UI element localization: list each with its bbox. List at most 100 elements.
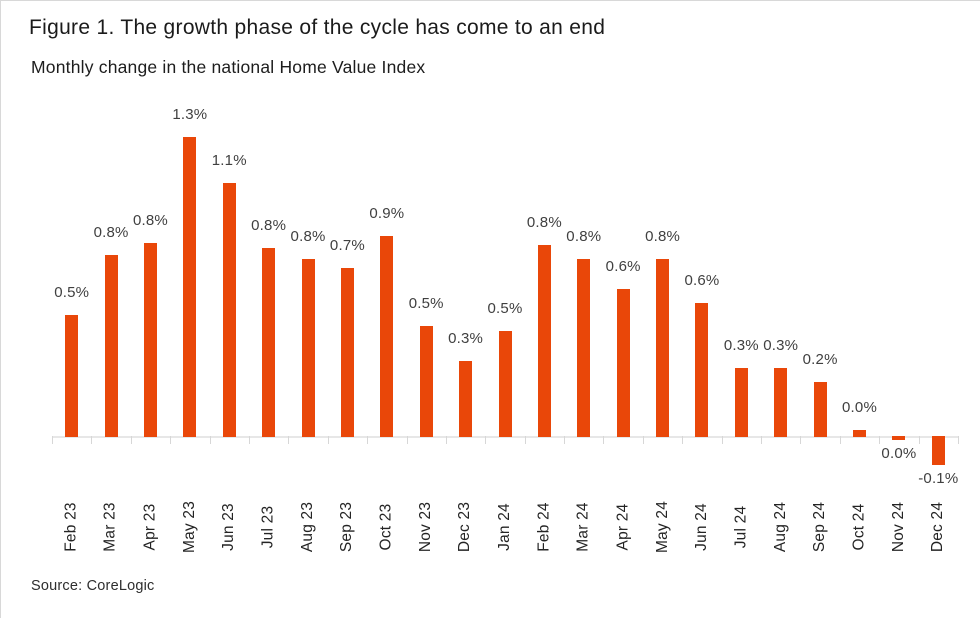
x-axis-label-mar-24: Mar 24	[564, 490, 603, 564]
x-axis-label-text: Dec 24	[929, 501, 947, 553]
x-axis-label-text: Apr 24	[614, 503, 632, 551]
value-label-may-24: 0.8%	[645, 228, 681, 245]
x-axis-tick	[485, 436, 486, 444]
value-label-aug-23: 0.8%	[290, 228, 326, 245]
x-axis-tick	[210, 436, 211, 444]
x-axis-tick	[288, 436, 289, 444]
figure-subtitle: Monthly change in the national Home Valu…	[31, 57, 426, 77]
x-axis-label-sep-24: Sep 24	[800, 490, 839, 564]
value-label-mar-24: 0.8%	[566, 228, 602, 245]
x-axis-label-text: Sep 23	[338, 501, 356, 553]
value-label-may-23: 1.3%	[172, 106, 208, 123]
x-axis-label-sep-23: Sep 23	[328, 490, 367, 564]
x-axis-label-jul-23: Jul 23	[249, 490, 288, 564]
x-axis-label-jul-24: Jul 24	[722, 490, 761, 564]
value-label-feb-24: 0.8%	[526, 214, 562, 231]
bar-aug-23	[301, 259, 315, 437]
x-axis-tick	[328, 436, 329, 444]
value-label-aug-24: 0.3%	[763, 337, 799, 354]
value-label-mar-23: 0.8%	[93, 224, 129, 241]
x-axis-label-may-24: May 24	[643, 490, 682, 564]
x-axis-label-may-23: May 23	[170, 490, 209, 564]
bar-nov-24	[892, 436, 906, 440]
x-axis-label-text: May 24	[653, 500, 671, 554]
x-axis-label-nov-23: Nov 23	[407, 490, 446, 564]
x-axis-label-dec-23: Dec 23	[446, 490, 485, 564]
x-axis-label-aug-24: Aug 24	[761, 490, 800, 564]
x-axis-label-oct-24: Oct 24	[840, 490, 879, 564]
value-label-jul-24: 0.3%	[723, 337, 759, 354]
x-axis-tick	[367, 436, 368, 444]
x-axis-tick	[525, 436, 526, 444]
x-axis-label-apr-23: Apr 23	[131, 490, 170, 564]
x-axis-tick	[564, 436, 565, 444]
x-axis-label-text: May 23	[180, 500, 198, 554]
bar-sep-23	[340, 268, 354, 437]
bar-jul-24	[734, 368, 748, 437]
bar-jun-24	[695, 303, 709, 437]
bar-jul-23	[262, 248, 276, 437]
x-axis-tick	[682, 436, 683, 444]
bar-dec-23	[459, 361, 473, 437]
plot-area: 0.5% Feb 23 0.8% Mar 23 0.8% Apr 23 1.3% May 23…	[52, 1, 959, 576]
x-axis-tick	[407, 436, 408, 444]
value-label-oct-23: 0.9%	[369, 205, 405, 222]
x-axis-label-text: Jun 23	[220, 503, 238, 551]
x-axis-tick	[800, 436, 801, 444]
bar-feb-23	[65, 315, 79, 437]
x-axis-tick	[91, 436, 92, 444]
x-axis-label-aug-23: Aug 23	[288, 490, 327, 564]
x-axis-label-text: Jul 23	[259, 505, 277, 549]
bar-aug-24	[774, 368, 788, 437]
bar-nov-23	[419, 326, 433, 437]
x-axis-label-oct-23: Oct 23	[367, 490, 406, 564]
x-axis-tick	[52, 436, 53, 444]
value-label-jul-23: 0.8%	[251, 217, 287, 234]
x-axis-label-text: Dec 23	[456, 501, 474, 553]
value-label-jun-23: 1.1%	[211, 152, 247, 169]
x-axis-tick	[249, 436, 250, 444]
value-label-oct-24: 0.0%	[842, 399, 878, 416]
value-label-apr-23: 0.8%	[132, 212, 168, 229]
x-axis-label-text: Mar 24	[574, 502, 592, 552]
bar-may-23	[183, 137, 197, 437]
bar-apr-24	[616, 289, 630, 437]
x-axis-label-text: Jul 24	[732, 505, 750, 549]
x-axis-label-text: Jan 24	[496, 503, 513, 551]
bar-feb-24	[537, 245, 551, 437]
bar-sep-24	[813, 382, 827, 437]
x-axis-label-jun-24: Jun 24	[682, 490, 721, 564]
x-axis-tick	[446, 436, 447, 444]
bar-oct-24	[853, 430, 867, 437]
value-label-jun-24: 0.6%	[684, 272, 720, 289]
x-axis-label-jun-23: Jun 23	[210, 490, 249, 564]
x-axis-tick	[170, 436, 171, 444]
x-axis-tick	[879, 436, 880, 444]
value-label-apr-24: 0.6%	[605, 258, 641, 275]
figure-title: Figure 1. The growth phase of the cycle …	[29, 16, 606, 39]
bar-may-24	[656, 259, 670, 437]
bar-apr-23	[143, 243, 157, 437]
x-axis-label-text: Jun 24	[692, 503, 710, 551]
x-axis-label-feb-24: Feb 24	[525, 490, 564, 564]
x-axis-tick	[603, 436, 604, 444]
x-axis-label-mar-23: Mar 23	[91, 490, 130, 564]
bar-oct-23	[380, 236, 394, 437]
bar-jun-23	[222, 183, 236, 437]
value-label-sep-23: 0.7%	[329, 237, 365, 254]
bar-dec-24	[931, 436, 945, 465]
x-axis-line	[52, 436, 958, 438]
x-axis-label-text: Feb 23	[62, 502, 80, 552]
x-axis-label-text: Aug 24	[771, 501, 789, 553]
x-axis-label-text: Oct 23	[377, 503, 395, 551]
x-axis-label-text: Oct 24	[850, 503, 868, 551]
x-axis-tick	[958, 436, 959, 444]
x-axis-label-text: Mar 23	[102, 502, 120, 552]
value-label-feb-23: 0.5%	[54, 284, 90, 301]
source-note: Source: CoreLogic	[31, 578, 155, 594]
x-axis-label-text: Nov 24	[889, 501, 907, 553]
x-axis-label-text: Nov 23	[417, 501, 435, 553]
x-axis-label-feb-23: Feb 23	[52, 490, 91, 564]
bar-jan-24	[498, 331, 512, 437]
